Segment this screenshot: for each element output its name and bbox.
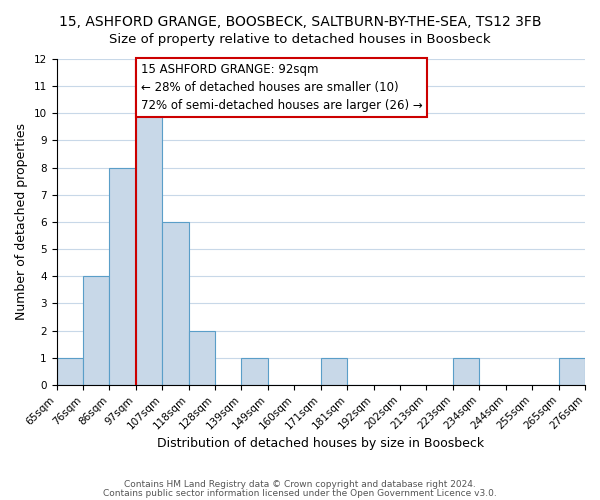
Bar bbox=[188, 330, 215, 385]
Text: Contains HM Land Registry data © Crown copyright and database right 2024.: Contains HM Land Registry data © Crown c… bbox=[124, 480, 476, 489]
Y-axis label: Number of detached properties: Number of detached properties bbox=[15, 124, 28, 320]
Bar bbox=[241, 358, 268, 385]
Bar bbox=[321, 358, 347, 385]
X-axis label: Distribution of detached houses by size in Boosbeck: Distribution of detached houses by size … bbox=[157, 437, 484, 450]
Text: 15, ASHFORD GRANGE, BOOSBECK, SALTBURN-BY-THE-SEA, TS12 3FB: 15, ASHFORD GRANGE, BOOSBECK, SALTBURN-B… bbox=[59, 15, 541, 29]
Bar bbox=[453, 358, 479, 385]
Bar bbox=[109, 168, 136, 385]
Bar bbox=[559, 358, 585, 385]
Text: Contains public sector information licensed under the Open Government Licence v3: Contains public sector information licen… bbox=[103, 488, 497, 498]
Text: 15 ASHFORD GRANGE: 92sqm
← 28% of detached houses are smaller (10)
72% of semi-d: 15 ASHFORD GRANGE: 92sqm ← 28% of detach… bbox=[140, 63, 422, 112]
Bar bbox=[83, 276, 109, 385]
Text: Size of property relative to detached houses in Boosbeck: Size of property relative to detached ho… bbox=[109, 32, 491, 46]
Bar bbox=[56, 358, 83, 385]
Bar bbox=[136, 114, 162, 385]
Bar bbox=[162, 222, 188, 385]
